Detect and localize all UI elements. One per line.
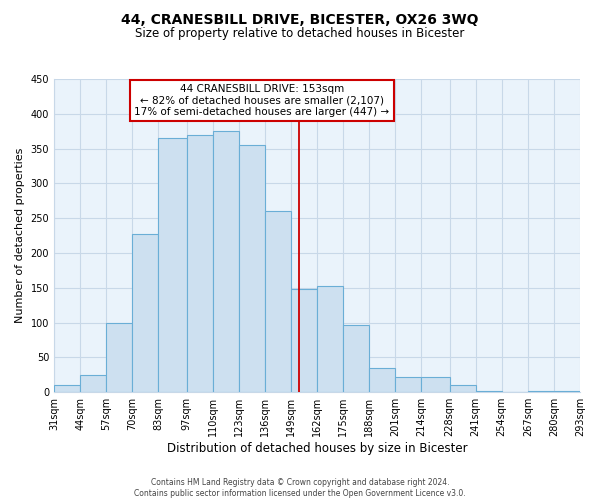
Bar: [106, 322, 133, 392]
Bar: [133, 234, 158, 392]
Text: 44 CRANESBILL DRIVE: 153sqm
← 82% of detached houses are smaller (2,107)
17% of : 44 CRANESBILL DRIVE: 153sqm ← 82% of det…: [134, 84, 389, 117]
Bar: [80, 375, 106, 392]
Bar: [212, 131, 239, 392]
Bar: [265, 211, 291, 392]
Bar: [476, 391, 502, 392]
Bar: [343, 324, 369, 392]
Bar: [395, 377, 421, 392]
Text: Size of property relative to detached houses in Bicester: Size of property relative to detached ho…: [136, 28, 464, 40]
Bar: [528, 391, 554, 392]
Bar: [239, 145, 265, 392]
Y-axis label: Number of detached properties: Number of detached properties: [15, 148, 25, 324]
Bar: [554, 391, 580, 392]
Bar: [158, 138, 187, 392]
Bar: [421, 377, 449, 392]
Bar: [187, 134, 212, 392]
Text: 44, CRANESBILL DRIVE, BICESTER, OX26 3WQ: 44, CRANESBILL DRIVE, BICESTER, OX26 3WQ: [121, 12, 479, 26]
X-axis label: Distribution of detached houses by size in Bicester: Distribution of detached houses by size …: [167, 442, 467, 455]
Bar: [449, 385, 476, 392]
Bar: [54, 385, 80, 392]
Bar: [369, 368, 395, 392]
Text: Contains HM Land Registry data © Crown copyright and database right 2024.
Contai: Contains HM Land Registry data © Crown c…: [134, 478, 466, 498]
Bar: [291, 289, 317, 392]
Bar: [317, 286, 343, 392]
